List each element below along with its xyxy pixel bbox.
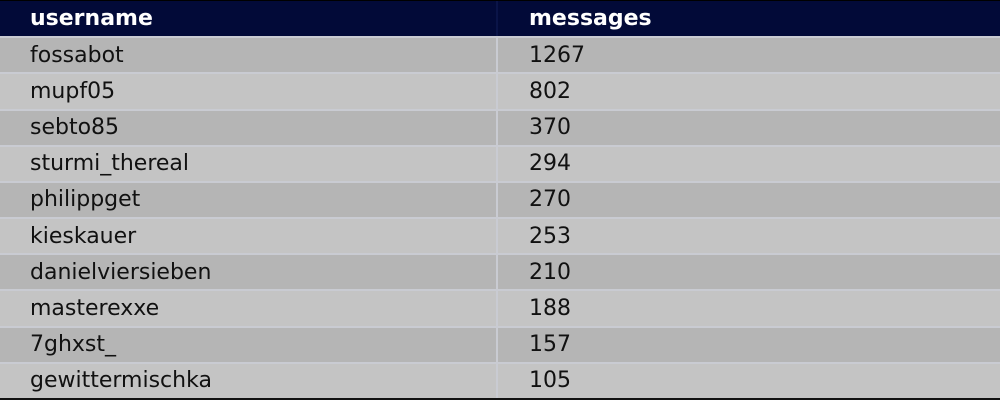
table-row: fossabot 1267 — [0, 36, 1000, 73]
messages-cell: 210 — [529, 259, 571, 285]
table-row: kieskauer 253 — [0, 217, 1000, 254]
messages-cell: 802 — [529, 78, 571, 104]
table-row: masterexxe 188 — [0, 289, 1000, 326]
username-cell: philippget — [0, 182, 498, 218]
username-cell: mupf05 — [0, 74, 498, 109]
column-header-messages[interactable]: messages — [529, 6, 652, 32]
messages-cell: 157 — [529, 332, 571, 358]
username-cell: 7ghxst_ — [0, 327, 498, 362]
username-cell: fossabot — [0, 38, 498, 73]
table-body: fossabot 1267 mupf05 802 sebto85 370 sturmi_th… — [0, 36, 1000, 398]
messages-cell: 270 — [529, 187, 571, 213]
table-row: gewittermischka 105 — [0, 361, 1000, 398]
username-cell: gewittermischka — [0, 363, 498, 398]
table-row: 7ghxst_ 157 — [0, 325, 1000, 362]
messages-cell: 1267 — [529, 42, 585, 68]
column-header-username[interactable]: username — [0, 1, 498, 37]
table-row: mupf05 802 — [0, 72, 1000, 109]
table-row: sebto85 370 — [0, 108, 1000, 145]
username-cell: sebto85 — [0, 110, 498, 145]
messages-cell: 188 — [529, 296, 571, 322]
messages-cell: 105 — [529, 368, 571, 394]
messages-cell: 294 — [529, 151, 571, 177]
username-cell: sturmi_thereal — [0, 146, 498, 181]
table-row: philippget 270 — [0, 180, 1000, 218]
username-cell: masterexxe — [0, 291, 498, 326]
table-row: sturmi_thereal 294 — [0, 144, 1000, 181]
username-cell: kieskauer — [0, 219, 498, 254]
messages-cell: 370 — [529, 115, 571, 141]
table-row: danielviersieben 210 — [0, 253, 1000, 290]
username-cell: danielviersieben — [0, 255, 498, 290]
messages-cell: 253 — [529, 223, 571, 249]
table-header: username messages — [0, 1, 1000, 37]
